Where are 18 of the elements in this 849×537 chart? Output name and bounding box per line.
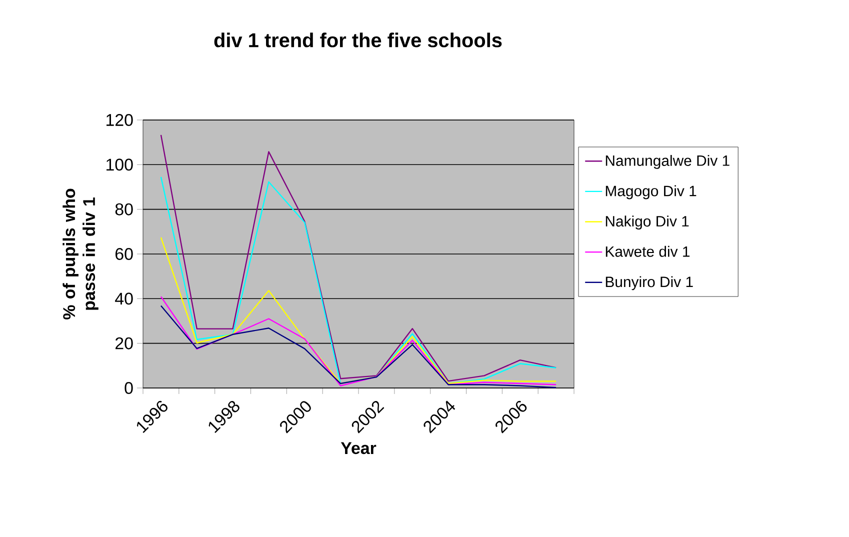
y-tick-label: 120 [106, 114, 133, 126]
y-tick-label: 80 [115, 203, 133, 216]
y-tick-label: 40 [115, 292, 133, 305]
line-series [160, 134, 557, 382]
chart-title: div 1 trend for the five schools [214, 32, 502, 48]
legend-label: Namungalwe Div 1 [606, 154, 730, 169]
legend-label: Kawete div 1 [606, 246, 690, 257]
y-axis-title: % of pupils who passe in div 1 [62, 188, 98, 320]
legend-label: Nakigo Div 1 [606, 216, 689, 230]
line-series [160, 236, 557, 384]
legend-label: Magogo Div 1 [606, 185, 696, 200]
line-series [160, 176, 557, 384]
y-tick-label: 60 [116, 248, 133, 260]
x-axis-title: Year [340, 442, 376, 454]
y-tick-label: 20 [116, 337, 133, 350]
y-tick-label: 0 [124, 382, 133, 394]
y-tick-label: 100 [106, 158, 133, 171]
legend-label: Bunyiro Div 1 [606, 276, 693, 290]
